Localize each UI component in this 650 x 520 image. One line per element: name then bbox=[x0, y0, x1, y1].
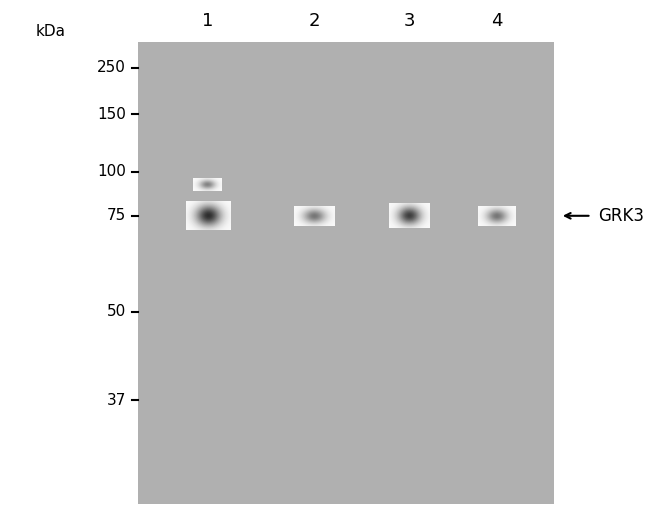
Text: 37: 37 bbox=[107, 393, 126, 408]
Text: 3: 3 bbox=[403, 12, 415, 30]
Text: 4: 4 bbox=[491, 12, 503, 30]
Text: 100: 100 bbox=[97, 164, 126, 179]
Text: 2: 2 bbox=[309, 12, 320, 30]
Text: 1: 1 bbox=[202, 12, 213, 30]
Text: kDa: kDa bbox=[35, 24, 66, 38]
Text: 50: 50 bbox=[107, 305, 126, 319]
Text: 150: 150 bbox=[97, 107, 126, 122]
Text: 250: 250 bbox=[97, 60, 126, 75]
Text: GRK3: GRK3 bbox=[598, 207, 644, 225]
Text: 75: 75 bbox=[107, 209, 126, 223]
FancyBboxPatch shape bbox=[138, 42, 554, 504]
